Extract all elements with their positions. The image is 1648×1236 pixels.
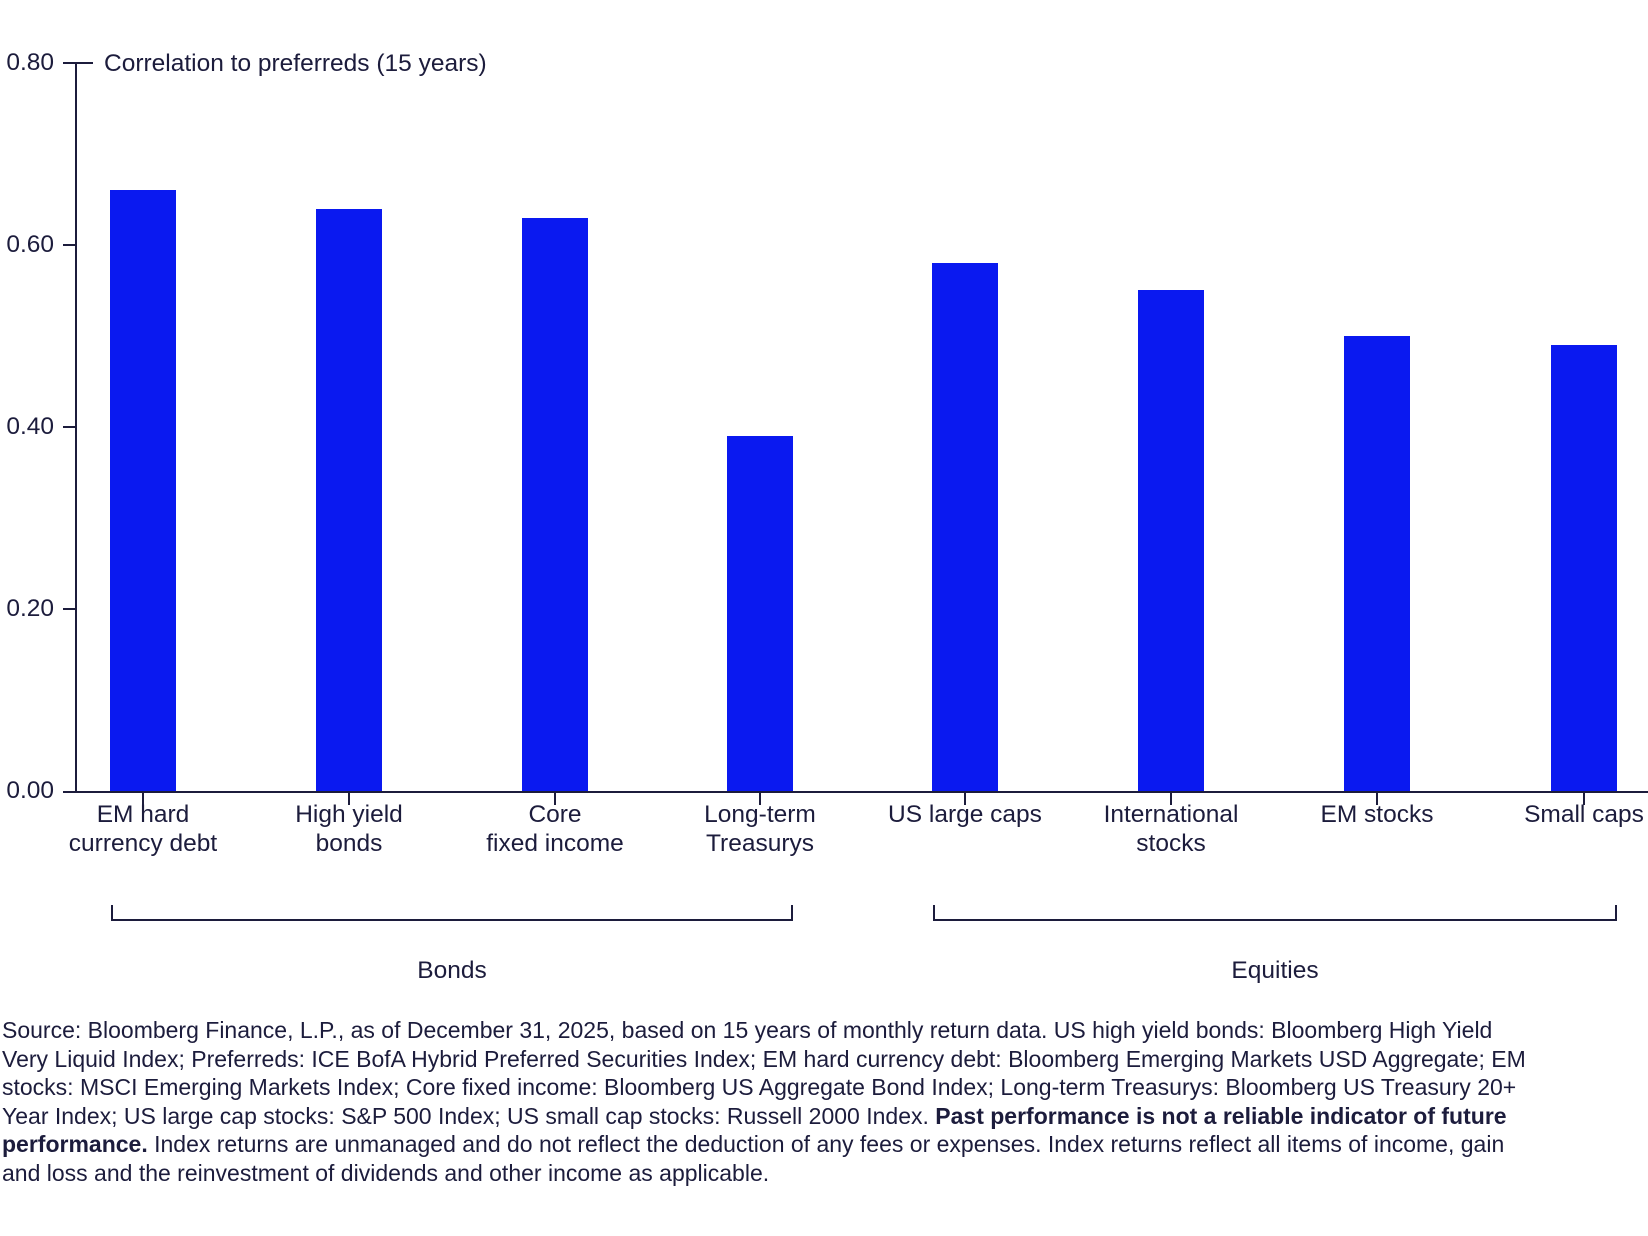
bar-long-term-treasurys: [727, 436, 793, 791]
x-tick-mark: [964, 793, 966, 805]
group-bracket-equities: [933, 905, 1617, 921]
group-bracket-bonds: [111, 905, 793, 921]
x-axis-line: [63, 791, 1648, 793]
group-label-equities: Equities: [1231, 957, 1319, 984]
y-tick-label: 0.40: [6, 413, 54, 440]
y-tick-mark: [63, 426, 77, 428]
x-category-label: Long-term Treasurys: [704, 801, 816, 857]
source-note-segment: Index returns are unmanaged and do not r…: [2, 1131, 1505, 1186]
y-tick-label: 0.80: [6, 49, 54, 76]
x-category-label: High yield bonds: [295, 801, 403, 857]
y-tick-label: 0.60: [6, 231, 54, 258]
y-tick-label: 0.20: [6, 595, 54, 622]
y-tick-mark: [63, 244, 77, 246]
bar-small-caps: [1551, 345, 1617, 791]
x-category-label: EM stocks: [1320, 801, 1434, 828]
x-tick-mark: [554, 793, 556, 805]
x-category-label: Small caps: [1524, 801, 1644, 828]
y-tick-label: 0.00: [6, 777, 54, 804]
bar-international-stocks: [1138, 290, 1204, 791]
bar-core-fixed-income: [522, 218, 588, 791]
x-tick-mark: [1376, 793, 1378, 805]
x-tick-mark: [1583, 793, 1585, 805]
x-tick-mark: [142, 793, 144, 805]
source-note-segment: Source: Bloomberg Finance, L.P., as of D…: [2, 1017, 1526, 1129]
bar-us-large-caps: [932, 263, 998, 791]
y-axis-line: [75, 63, 77, 793]
x-tick-mark: [759, 793, 761, 805]
x-category-label: International stocks: [1103, 801, 1239, 857]
bar-em-hard-currency-debt: [110, 190, 176, 791]
x-tick-mark: [348, 793, 350, 805]
y-tick-mark: [63, 62, 93, 64]
chart-title: Correlation to preferreds (15 years): [104, 50, 487, 77]
x-category-label: Core fixed income: [486, 801, 624, 857]
bar-high-yield-bonds: [316, 209, 382, 791]
group-label-bonds: Bonds: [417, 957, 487, 984]
x-tick-mark: [1170, 793, 1172, 805]
correlation-bar-chart: Correlation to preferreds (15 years) 0.0…: [6, 49, 1648, 984]
source-note: Source: Bloomberg Finance, L.P., as of D…: [2, 1016, 1544, 1187]
source-note-bold-segment: Past performance is not a reliable indic…: [2, 1102, 1507, 1158]
x-category-label: EM hard currency debt: [68, 801, 218, 857]
y-tick-mark: [63, 608, 77, 610]
x-category-label: US large caps: [888, 801, 1042, 828]
bar-em-stocks: [1344, 336, 1410, 791]
